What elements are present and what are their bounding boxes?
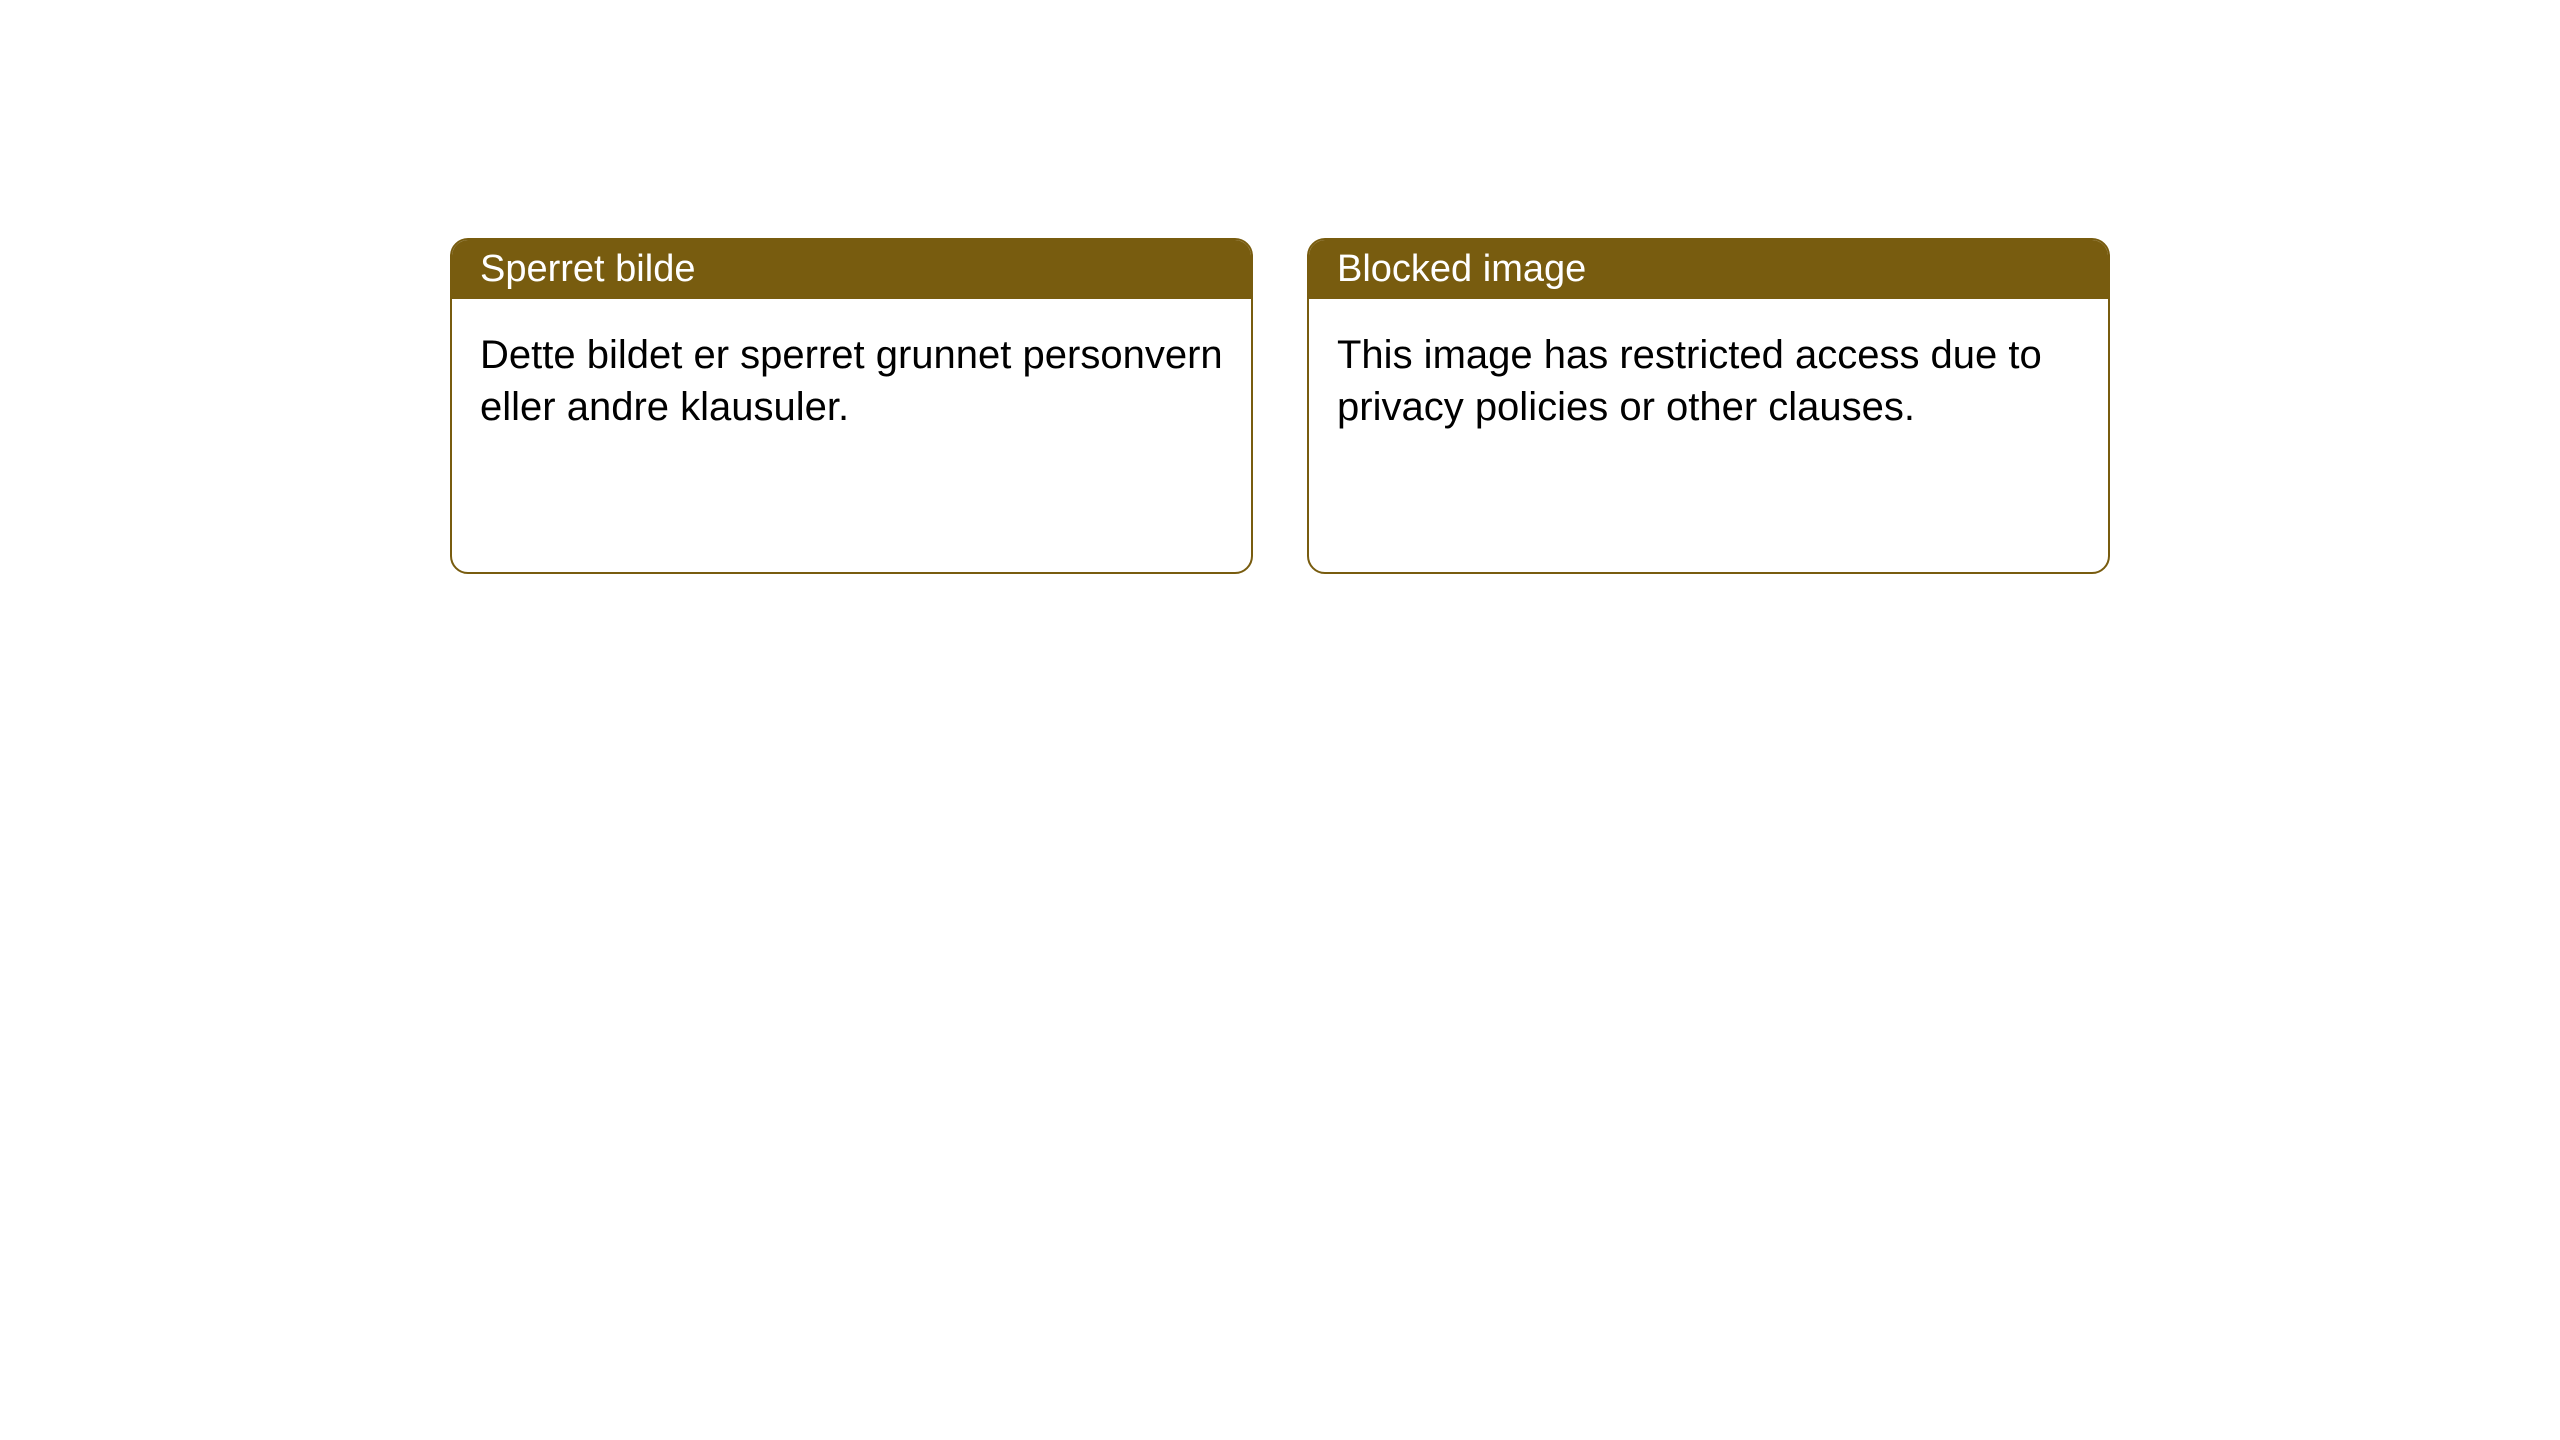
card-body-text: Dette bildet er sperret grunnet personve… [480,333,1223,429]
card-header: Blocked image [1309,240,2108,299]
card-body: Dette bildet er sperret grunnet personve… [452,299,1251,463]
card-header: Sperret bilde [452,240,1251,299]
notice-card-norwegian: Sperret bilde Dette bildet er sperret gr… [450,238,1253,574]
card-title: Blocked image [1337,248,1586,290]
notice-card-english: Blocked image This image has restricted … [1307,238,2110,574]
card-body-text: This image has restricted access due to … [1337,333,2042,429]
card-title: Sperret bilde [480,248,695,290]
card-body: This image has restricted access due to … [1309,299,2108,463]
notice-container: Sperret bilde Dette bildet er sperret gr… [450,238,2110,574]
